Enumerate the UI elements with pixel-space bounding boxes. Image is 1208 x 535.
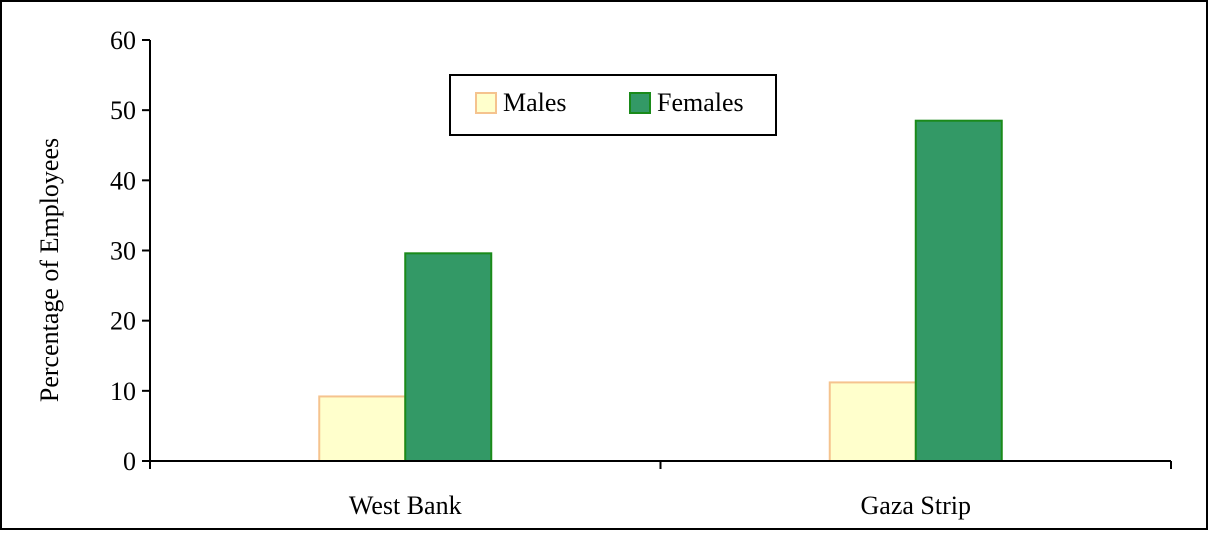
y-axis-ticks: 0 10 20 30 40 50 60 bbox=[110, 26, 150, 476]
y-tick-label: 10 bbox=[110, 377, 136, 406]
bar-males-gaza-strip bbox=[828, 381, 917, 462]
x-axis-labels: West Bank Gaza Strip bbox=[149, 461, 1172, 520]
y-tick-label: 50 bbox=[110, 96, 136, 125]
x-tick-label: West Bank bbox=[349, 491, 462, 520]
y-tick-label: 0 bbox=[123, 447, 136, 476]
y-tick-label: 20 bbox=[110, 307, 136, 336]
legend-box bbox=[449, 74, 777, 136]
bar-males-west-bank bbox=[318, 395, 407, 462]
x-tick-label: Gaza Strip bbox=[861, 491, 971, 520]
legend-label-females: Females bbox=[657, 88, 744, 117]
legend-swatch-females bbox=[629, 92, 651, 114]
legend-label-males: Males bbox=[503, 88, 567, 117]
legend: Males Females bbox=[449, 74, 777, 136]
y-tick-label: 30 bbox=[110, 237, 136, 266]
y-tick-label: 40 bbox=[110, 166, 136, 195]
legend-swatch-males bbox=[475, 92, 497, 114]
bar-females-gaza-strip bbox=[914, 119, 1003, 462]
y-axis-title: Percentage of Employees bbox=[35, 138, 64, 402]
bar-females-west-bank bbox=[404, 252, 493, 462]
y-tick-label: 60 bbox=[110, 26, 136, 55]
bars bbox=[318, 119, 1003, 462]
